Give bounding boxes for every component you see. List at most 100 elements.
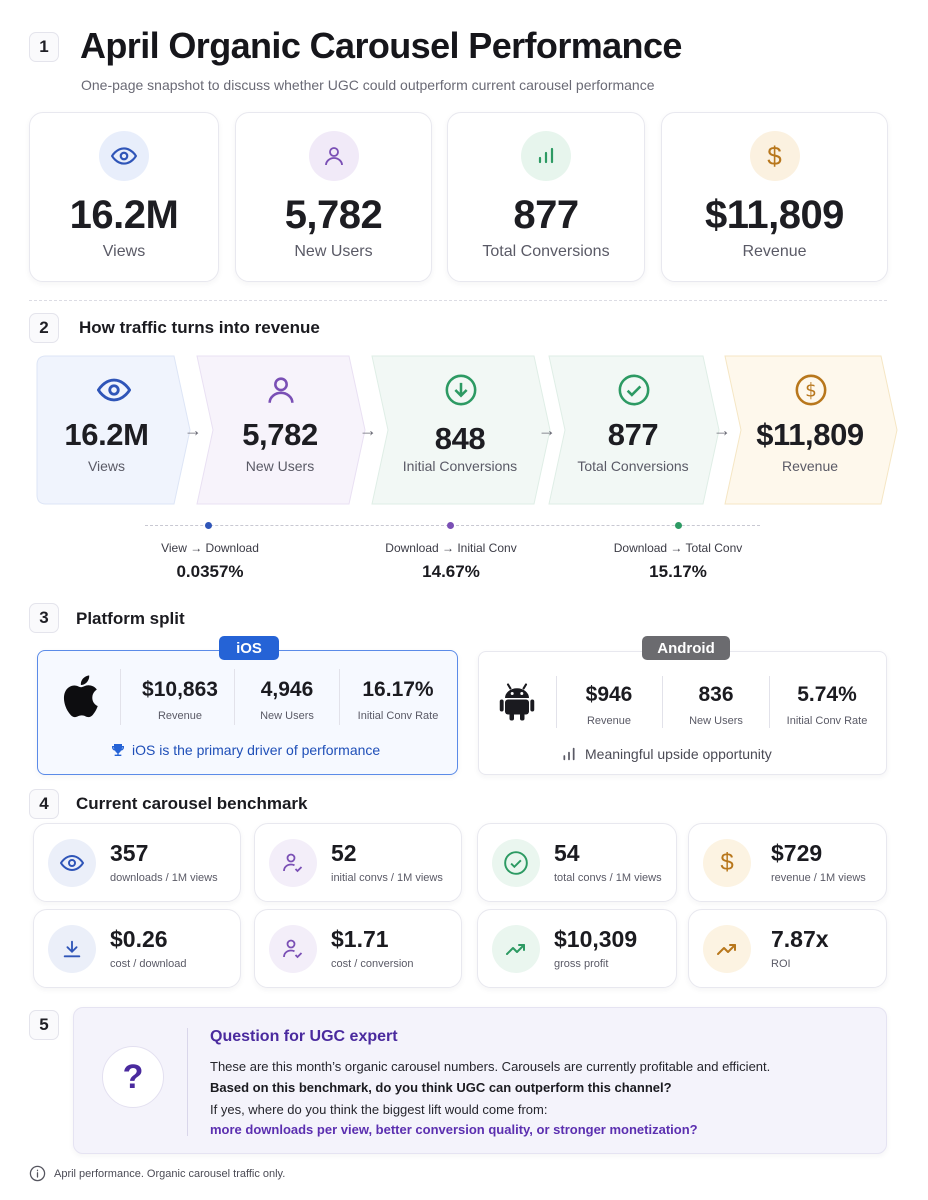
benchmark-card-initial-convs: 52 initial convs / 1M views — [254, 823, 462, 902]
user-check-icon — [269, 924, 317, 973]
benchmark-value: $729 — [771, 840, 823, 866]
eye-icon — [48, 838, 96, 887]
arrow-icon: → — [713, 420, 731, 440]
stat-value: 836 — [698, 683, 734, 706]
stat-label: Initial Conv Rate — [357, 710, 439, 722]
check-circle-icon — [492, 838, 540, 887]
stat-value: 5.74% — [797, 683, 857, 706]
eye-icon — [99, 131, 149, 181]
benchmark-value: $10,309 — [554, 926, 638, 952]
divider — [120, 669, 121, 725]
apple-icon — [58, 671, 100, 726]
download-circle-icon — [445, 374, 477, 406]
kpi-value: 5,782 — [284, 193, 383, 237]
divider — [769, 676, 770, 728]
rate-value: 0.0357% — [176, 562, 244, 581]
benchmark-card-downloads: 357 downloads / 1M views — [33, 823, 241, 902]
benchmark-card-gross-profit: $10,309 gross profit — [477, 909, 677, 988]
benchmark-label: initial convs / 1M views — [331, 872, 443, 884]
android-note: Meaningful upside opportunity — [561, 746, 772, 762]
funnel-step-new-users: 5,782 New Users — [196, 355, 366, 505]
kpi-value: 16.2M — [69, 193, 179, 237]
android-stat-revenue: $946 Revenue — [559, 683, 659, 727]
benchmark-label: ROI — [771, 958, 791, 970]
benchmark-card-cost-conversion: $1.71 cost / conversion — [254, 909, 462, 988]
ios-stat-conv-rate: 16.17% Initial Conv Rate — [341, 678, 455, 722]
ios-card: $10,863 Revenue 4,946 New Users 16.17% I… — [37, 650, 458, 775]
rate-value: 15.17% — [649, 562, 707, 581]
rate-label: Download → Initial Conv — [385, 541, 517, 555]
funnel-value: 16.2M — [64, 417, 149, 452]
android-icon — [499, 680, 535, 727]
funnel-value: 877 — [607, 417, 659, 452]
divider — [234, 669, 235, 725]
stat-value: $10,863 — [142, 678, 218, 701]
rate-value: 14.67% — [422, 562, 480, 581]
stat-value: 16.17% — [362, 678, 434, 701]
arrow-icon: → — [538, 420, 556, 440]
ios-note-text: iOS is the primary driver of performance — [132, 742, 381, 758]
rate-dot — [205, 522, 212, 529]
funnel-step-views: 16.2M Views — [36, 355, 191, 505]
rate-dot — [447, 522, 454, 529]
dollar-icon: $ — [703, 838, 751, 887]
divider — [662, 676, 663, 728]
check-circle-icon — [618, 374, 650, 406]
stat-label: New Users — [689, 715, 743, 727]
trend-up-icon — [492, 924, 540, 973]
ios-tag: iOS — [219, 636, 279, 660]
section-title: Current carousel benchmark — [76, 794, 308, 813]
question-line-highlight: more downloads per view, better conversi… — [210, 1122, 698, 1137]
divider — [29, 300, 887, 301]
footer: April performance. Organic carousel traf… — [29, 1165, 285, 1182]
arrow-icon: → — [359, 420, 377, 440]
kpi-value: $11,809 — [705, 193, 844, 237]
benchmark-value: $0.26 — [110, 926, 168, 952]
funnel-step-revenue: $ $11,809 Revenue — [724, 355, 898, 505]
benchmark-card-total-convs: 54 total convs / 1M views — [477, 823, 677, 902]
user-icon — [268, 377, 294, 403]
funnel-label: Views — [87, 458, 126, 474]
funnel-value: $11,809 — [756, 417, 864, 452]
user-icon — [308, 131, 359, 181]
divider — [187, 1028, 188, 1136]
android-stat-conv-rate: 5.74% Initial Conv Rate — [772, 683, 882, 727]
bar-chart-icon — [563, 747, 575, 761]
user-check-icon — [269, 838, 317, 887]
funnel-step-initial-conversions: 848 Initial Conversions — [371, 355, 551, 505]
section-title: Platform split — [76, 609, 185, 628]
kpi-card-views: 16.2M Views — [29, 112, 219, 282]
kpi-label: New Users — [294, 243, 373, 260]
benchmark-value: $1.71 — [331, 926, 389, 952]
kpi-label: Total Conversions — [482, 243, 610, 260]
benchmark-card-cost-download: $0.26 cost / download — [33, 909, 241, 988]
benchmark-value: 7.87x — [771, 926, 829, 952]
question-line: If yes, where do you think the biggest l… — [210, 1102, 548, 1117]
eye-icon — [96, 378, 131, 402]
stat-label: Initial Conv Rate — [786, 715, 868, 727]
benchmark-label: cost / download — [110, 958, 187, 970]
stat-value: $946 — [585, 683, 633, 706]
android-card: $946 Revenue 836 New Users 5.74% Initial… — [478, 651, 887, 775]
section-number-5: 5 — [29, 1010, 59, 1040]
stat-label: Revenue — [157, 710, 203, 722]
ios-note: iOS is the primary driver of performance — [110, 742, 380, 758]
download-icon — [48, 924, 96, 973]
section-number-4: 4 — [29, 789, 59, 819]
arrow-icon: → — [184, 420, 202, 440]
stat-label: Revenue — [586, 715, 632, 727]
benchmark-label: downloads / 1M views — [110, 872, 218, 884]
android-note-text: Meaningful upside opportunity — [585, 746, 772, 762]
android-stat-new-users: 836 New Users — [665, 683, 767, 727]
divider — [556, 676, 557, 728]
funnel-label: Total Conversions — [577, 458, 689, 474]
benchmark-card-revenue: $ $729 revenue / 1M views — [688, 823, 887, 902]
rate-dot — [675, 522, 682, 529]
svg-text:$: $ — [805, 380, 817, 401]
divider — [339, 669, 340, 725]
kpi-card-conversions: 877 Total Conversions — [447, 112, 645, 282]
section-number-1: 1 — [29, 32, 59, 62]
question-line: These are this month’s organic carousel … — [210, 1059, 771, 1074]
funnel-label: New Users — [245, 458, 315, 474]
funnel-step-total-conversions: 877 Total Conversions — [548, 355, 720, 505]
